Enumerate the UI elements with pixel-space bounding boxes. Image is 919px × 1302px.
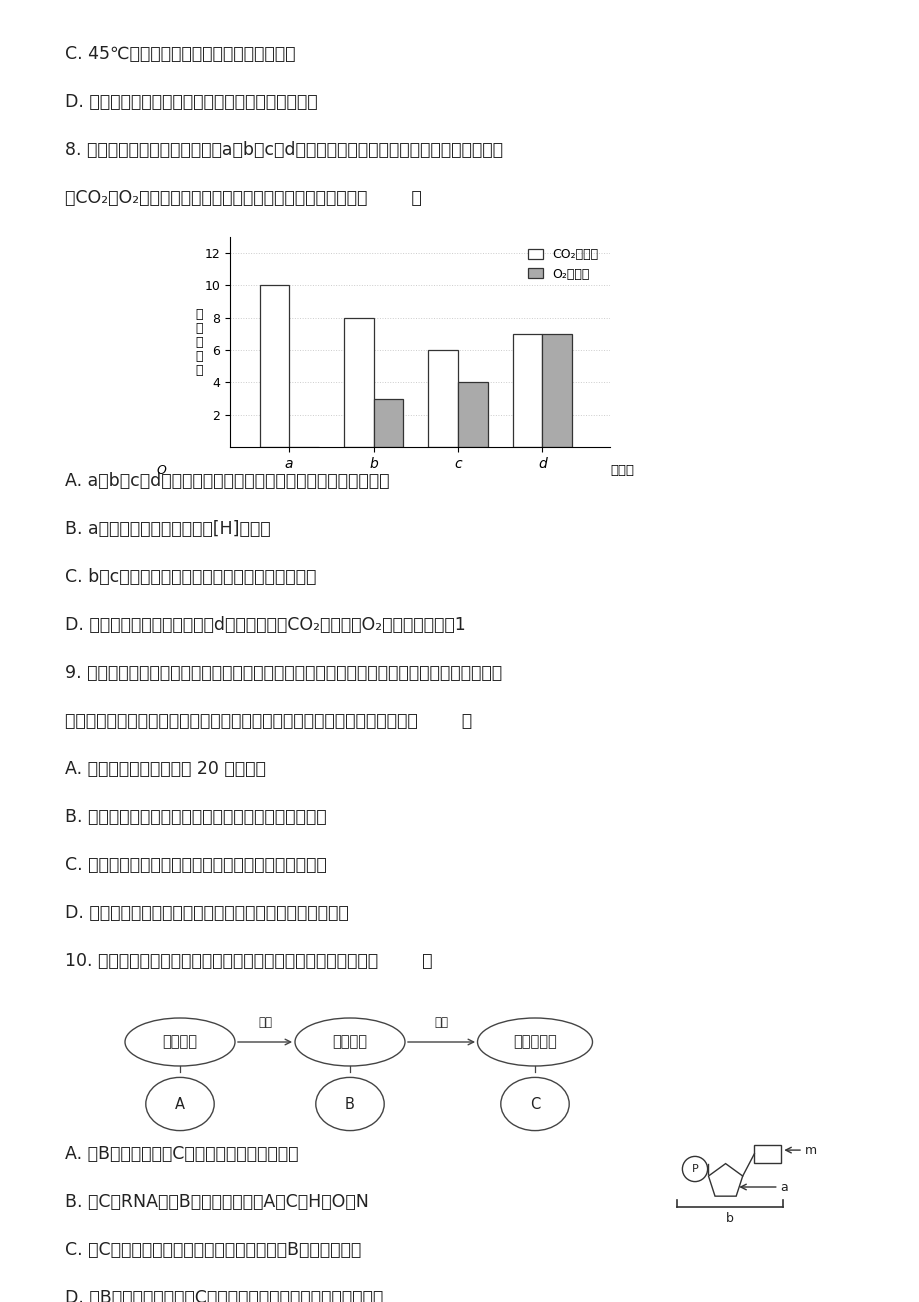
Text: B. 荧光蛋白质可作为标签蛋白，用于研究癌细胞的转移: B. 荧光蛋白质可作为标签蛋白，用于研究癌细胞的转移	[65, 809, 326, 825]
Text: b: b	[725, 1212, 733, 1225]
Text: D. 高温能破坏蛋白质的肽键，使荧光蛋白失去发荧光的特性: D. 高温能破坏蛋白质的肽键，使荧光蛋白失去发荧光的特性	[65, 904, 348, 922]
Text: 9. 绿色荧光蛋白是一种能发光的蛋白质，类似于示踪元素，可以标识生物体内蛋白质的位置，: 9. 绿色荧光蛋白是一种能发光的蛋白质，类似于示踪元素，可以标识生物体内蛋白质的…	[65, 664, 502, 682]
Text: C. 若C具有信息传递、运输、催化等功能，则B可能为氨基酸: C. 若C具有信息传递、运输、催化等功能，则B可能为氨基酸	[65, 1241, 361, 1259]
Text: 10. 如图表示有关生物大分子的简要概念图，下列叙述正确的是（        ）: 10. 如图表示有关生物大分子的简要概念图，下列叙述正确的是（ ）	[65, 952, 432, 970]
Text: 氧浓度: 氧浓度	[609, 464, 633, 477]
Text: 基本单位: 基本单位	[332, 1035, 367, 1049]
Text: 时CO₂和O₂体积变化的相对值如图。则下列叙述中正确的是（        ）: 时CO₂和O₂体积变化的相对值如图。则下列叙述中正确的是（ ）	[65, 189, 421, 207]
Text: 它照亮了人们以前看不到的世界。下列有关绿色荧光蛋白的叙述，正确的是（        ）: 它照亮了人们以前看不到的世界。下列有关绿色荧光蛋白的叙述，正确的是（ ）	[65, 712, 471, 730]
Text: 组成: 组成	[257, 1016, 272, 1029]
Text: 生物大分子: 生物大分子	[513, 1035, 556, 1049]
Text: C. 荧光蛋白必须在加热条件下，遇双缩脲试剂才呈紫色: C. 荧光蛋白必须在加热条件下，遇双缩脲试剂才呈紫色	[65, 855, 326, 874]
Bar	[458, 383, 487, 447]
Text: A. 合成荧光蛋白至少需要 20 种氨基酸: A. 合成荧光蛋白至少需要 20 种氨基酸	[65, 760, 266, 779]
Text: B. a条件时，细胞呼吸最终有[H]的积累: B. a条件时，细胞呼吸最终有[H]的积累	[65, 519, 270, 538]
Bar	[373, 398, 403, 447]
Text: D. 若底物是等量的脂肪，则在d条件下释放的CO₂与吸收的O₂的比值可能不为1: D. 若底物是等量的脂肪，则在d条件下释放的CO₂与吸收的O₂的比值可能不为1	[65, 616, 465, 634]
Text: A: A	[175, 1096, 185, 1112]
Text: C. b、c条件下，细胞呼吸的产物只有二氧化碳和水: C. b、c条件下，细胞呼吸的产物只有二氧化碳和水	[65, 568, 316, 586]
Text: C. 45℃时叶肉细胞的光合速率等于呼吸速率: C. 45℃时叶肉细胞的光合速率等于呼吸速率	[65, 46, 295, 62]
Text: A. 若B为葡萄糖，则C在动物细胞中可能为乳糖: A. 若B为葡萄糖，则C在动物细胞中可能为乳糖	[65, 1144, 298, 1163]
Bar	[542, 333, 572, 447]
Text: 8. 氧的浓度会影响细胞呼吸。在a、b、c、d条件下，底物是葡萄糖，测得某植物种子萌发: 8. 氧的浓度会影响细胞呼吸。在a、b、c、d条件下，底物是葡萄糖，测得某植物种…	[65, 141, 503, 159]
Bar	[259, 285, 289, 447]
Text: P: P	[691, 1164, 698, 1174]
Bar	[512, 333, 542, 447]
Text: O: O	[156, 464, 166, 477]
Text: 形成: 形成	[434, 1016, 448, 1029]
Text: C: C	[529, 1096, 539, 1112]
Text: D. 春季大棚栽培该植物白天适当提高温度可提高产量: D. 春季大棚栽培该植物白天适当提高温度可提高产量	[65, 92, 317, 111]
Text: B. 若C为RNA，则B为核糖核苷酸，A为C、H、O、N: B. 若C为RNA，则B为核糖核苷酸，A为C、H、O、N	[65, 1193, 369, 1211]
Text: A. a、b、c、d条件下，细胞呼吸的场所均为细胞质基质和线粒体: A. a、b、c、d条件下，细胞呼吸的场所均为细胞质基质和线粒体	[65, 473, 389, 490]
Text: a: a	[779, 1181, 788, 1194]
Y-axis label: 气
体
相
对
值: 气 体 相 对 值	[195, 307, 202, 376]
Text: D. 若B为核糖核苷酸，则C可能存在于线粒体、叶绿体、染色体中: D. 若B为核糖核苷酸，则C可能存在于线粒体、叶绿体、染色体中	[65, 1289, 383, 1302]
Text: m: m	[804, 1143, 816, 1156]
Text: B: B	[345, 1096, 355, 1112]
Bar	[344, 318, 373, 447]
Bar	[428, 350, 458, 447]
Legend: CO₂释放量, O₂吸收量: CO₂释放量, O₂吸收量	[522, 243, 603, 285]
Text: 化学元素: 化学元素	[163, 1035, 198, 1049]
